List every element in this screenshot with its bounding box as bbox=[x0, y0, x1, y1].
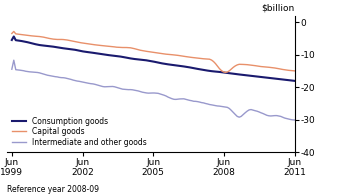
Intermediate and other goods bbox=[109, 85, 113, 88]
Line: Capital goods: Capital goods bbox=[12, 31, 306, 73]
Capital goods bbox=[12, 30, 16, 33]
Intermediate and other goods bbox=[294, 119, 299, 121]
Consumption goods bbox=[12, 35, 16, 38]
Intermediate and other goods bbox=[304, 117, 308, 119]
Capital goods bbox=[109, 45, 113, 48]
Capital goods bbox=[255, 65, 259, 67]
Capital goods bbox=[304, 71, 308, 74]
Intermediate and other goods bbox=[178, 98, 182, 100]
Intermediate and other goods bbox=[10, 68, 14, 70]
Intermediate and other goods bbox=[166, 96, 170, 98]
Intermediate and other goods bbox=[255, 110, 259, 112]
Legend: Consumption goods, Capital goods, Intermediate and other goods: Consumption goods, Capital goods, Interm… bbox=[9, 114, 150, 150]
Intermediate and other goods bbox=[128, 89, 132, 91]
Consumption goods bbox=[166, 63, 170, 66]
Consumption goods bbox=[128, 57, 132, 60]
Text: Reference year 2008-09: Reference year 2008-09 bbox=[7, 185, 99, 194]
Intermediate and other goods bbox=[12, 59, 16, 61]
Consumption goods bbox=[304, 82, 308, 85]
Capital goods bbox=[10, 32, 14, 35]
Capital goods bbox=[128, 47, 132, 49]
Consumption goods bbox=[10, 39, 14, 41]
Consumption goods bbox=[109, 54, 113, 57]
Intermediate and other goods bbox=[215, 105, 220, 107]
Capital goods bbox=[166, 53, 170, 56]
Capital goods bbox=[215, 65, 220, 67]
Consumption goods bbox=[215, 71, 220, 73]
Capital goods bbox=[178, 55, 182, 57]
Consumption goods bbox=[255, 75, 259, 78]
Line: Consumption goods: Consumption goods bbox=[12, 36, 306, 83]
Consumption goods bbox=[178, 65, 182, 67]
Text: $billion: $billion bbox=[261, 4, 295, 13]
Line: Intermediate and other goods: Intermediate and other goods bbox=[12, 60, 306, 120]
